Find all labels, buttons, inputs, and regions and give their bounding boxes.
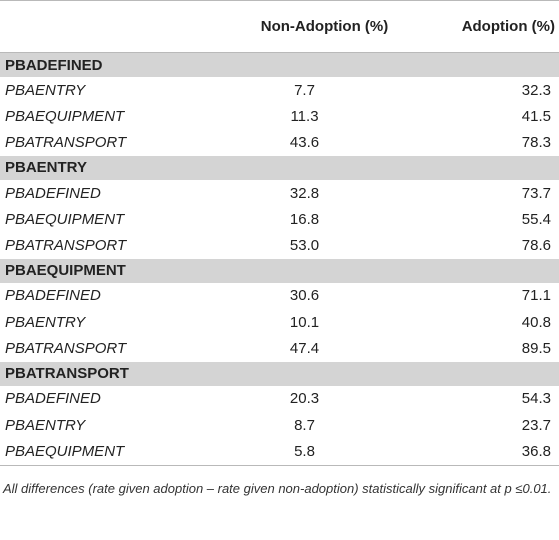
cell-adoption: 23.7 (521, 416, 551, 434)
row-label: PBATRANSPORT (5, 340, 127, 358)
table-row: PBATRANSPORT 53.0 78.6 (0, 232, 559, 258)
cell-adoption: 78.3 (521, 134, 551, 152)
table-header-row: Non-Adoption (%) Adoption (%) (0, 1, 559, 52)
cell-adoption: 36.8 (521, 442, 551, 460)
cell-adoption: 55.4 (521, 210, 551, 228)
row-label: PBAENTRY (5, 313, 86, 331)
table-row: PBADEFINED 32.8 73.7 (0, 180, 559, 206)
cell-non-adoption: 30.6 (289, 287, 320, 305)
cell-non-adoption: 20.3 (289, 390, 320, 408)
row-label: PBAEQUIPMENT (5, 442, 125, 460)
table-footnote: All differences (rate given adoption – r… (3, 480, 552, 496)
cell-adoption: 40.8 (521, 313, 551, 331)
table-row: PBADEFINED 20.3 54.3 (0, 386, 559, 412)
row-label: PBATRANSPORT (5, 134, 127, 152)
cell-non-adoption: 47.4 (289, 340, 320, 358)
cell-adoption: 32.3 (521, 81, 551, 99)
table-row: PBAENTRY 8.7 23.7 (0, 412, 559, 438)
table-row: PBATRANSPORT 47.4 89.5 (0, 335, 559, 361)
table-row: PBATRANSPORT 43.6 78.3 (0, 130, 559, 156)
table-group: PBATRANSPORT PBADEFINED 20.3 54.3 PBAENTRY 8.… (0, 361, 559, 465)
cell-non-adoption: 11.3 (290, 107, 319, 125)
row-label: PBAEQUIPMENT (5, 107, 125, 125)
table-row: PBAEQUIPMENT 16.8 55.4 (0, 206, 559, 232)
cell-adoption: 73.7 (521, 184, 551, 202)
table-row: PBAEQUIPMENT 5.8 36.8 (0, 438, 559, 464)
cell-adoption: 78.6 (521, 237, 551, 255)
group-header-row: PBAENTRY (0, 155, 559, 180)
row-label: PBAENTRY (5, 81, 86, 99)
cell-non-adoption: 10.1 (289, 313, 320, 331)
cell-non-adoption: 16.8 (289, 210, 320, 228)
table-row: PBAENTRY 10.1 40.8 (0, 309, 559, 335)
cell-adoption: 89.5 (521, 340, 551, 358)
cell-non-adoption: 5.8 (294, 442, 315, 460)
group-header-row: PBADEFINED (0, 53, 559, 77)
row-label: PBADEFINED (5, 390, 101, 408)
table-row: PBADEFINED 30.6 71.1 (0, 283, 559, 309)
row-label: PBADEFINED (5, 184, 101, 202)
group-header-row: PBATRANSPORT (0, 361, 559, 386)
cell-non-adoption: 32.8 (289, 184, 320, 202)
table-group: PBAEQUIPMENT PBADEFINED 30.6 71.1 PBAENTRY 10… (0, 258, 559, 362)
table-body: PBADEFINED PBAENTRY 7.7 32.3 PBAEQUIPMENT 11.… (0, 53, 559, 465)
cell-non-adoption: 7.7 (294, 81, 315, 99)
table-bottom-rule (0, 464, 559, 466)
cell-adoption: 71.1 (521, 287, 551, 305)
table-row: PBAEQUIPMENT 11.3 41.5 (0, 103, 559, 129)
table-group: PBAENTRY PBADEFINED 32.8 73.7 PBAEQUIPMENT 16… (0, 155, 559, 259)
row-label: PBAEQUIPMENT (5, 210, 125, 228)
row-label: PBAENTRY (5, 416, 86, 434)
header-bottom-rule (0, 52, 559, 53)
group-header-row: PBAEQUIPMENT (0, 258, 559, 283)
table-row: PBAENTRY 7.7 32.3 (0, 77, 559, 103)
cell-non-adoption: 8.7 (294, 416, 315, 434)
row-label: PBATRANSPORT (5, 237, 127, 255)
cell-non-adoption: 43.6 (289, 134, 320, 152)
header-non-adoption: Non-Adoption (%) (260, 18, 389, 35)
row-label: PBADEFINED (5, 287, 101, 305)
cell-non-adoption: 53.0 (289, 237, 320, 255)
cell-adoption: 54.3 (521, 390, 551, 408)
header-adoption: Adoption (%) (461, 18, 555, 35)
data-table: Non-Adoption (%) Adoption (%) PBADEFINED… (0, 0, 559, 466)
table-group: PBADEFINED PBAENTRY 7.7 32.3 PBAEQUIPMENT 11.… (0, 53, 559, 156)
cell-adoption: 41.5 (521, 107, 551, 125)
table-top-rule (0, 0, 559, 1)
